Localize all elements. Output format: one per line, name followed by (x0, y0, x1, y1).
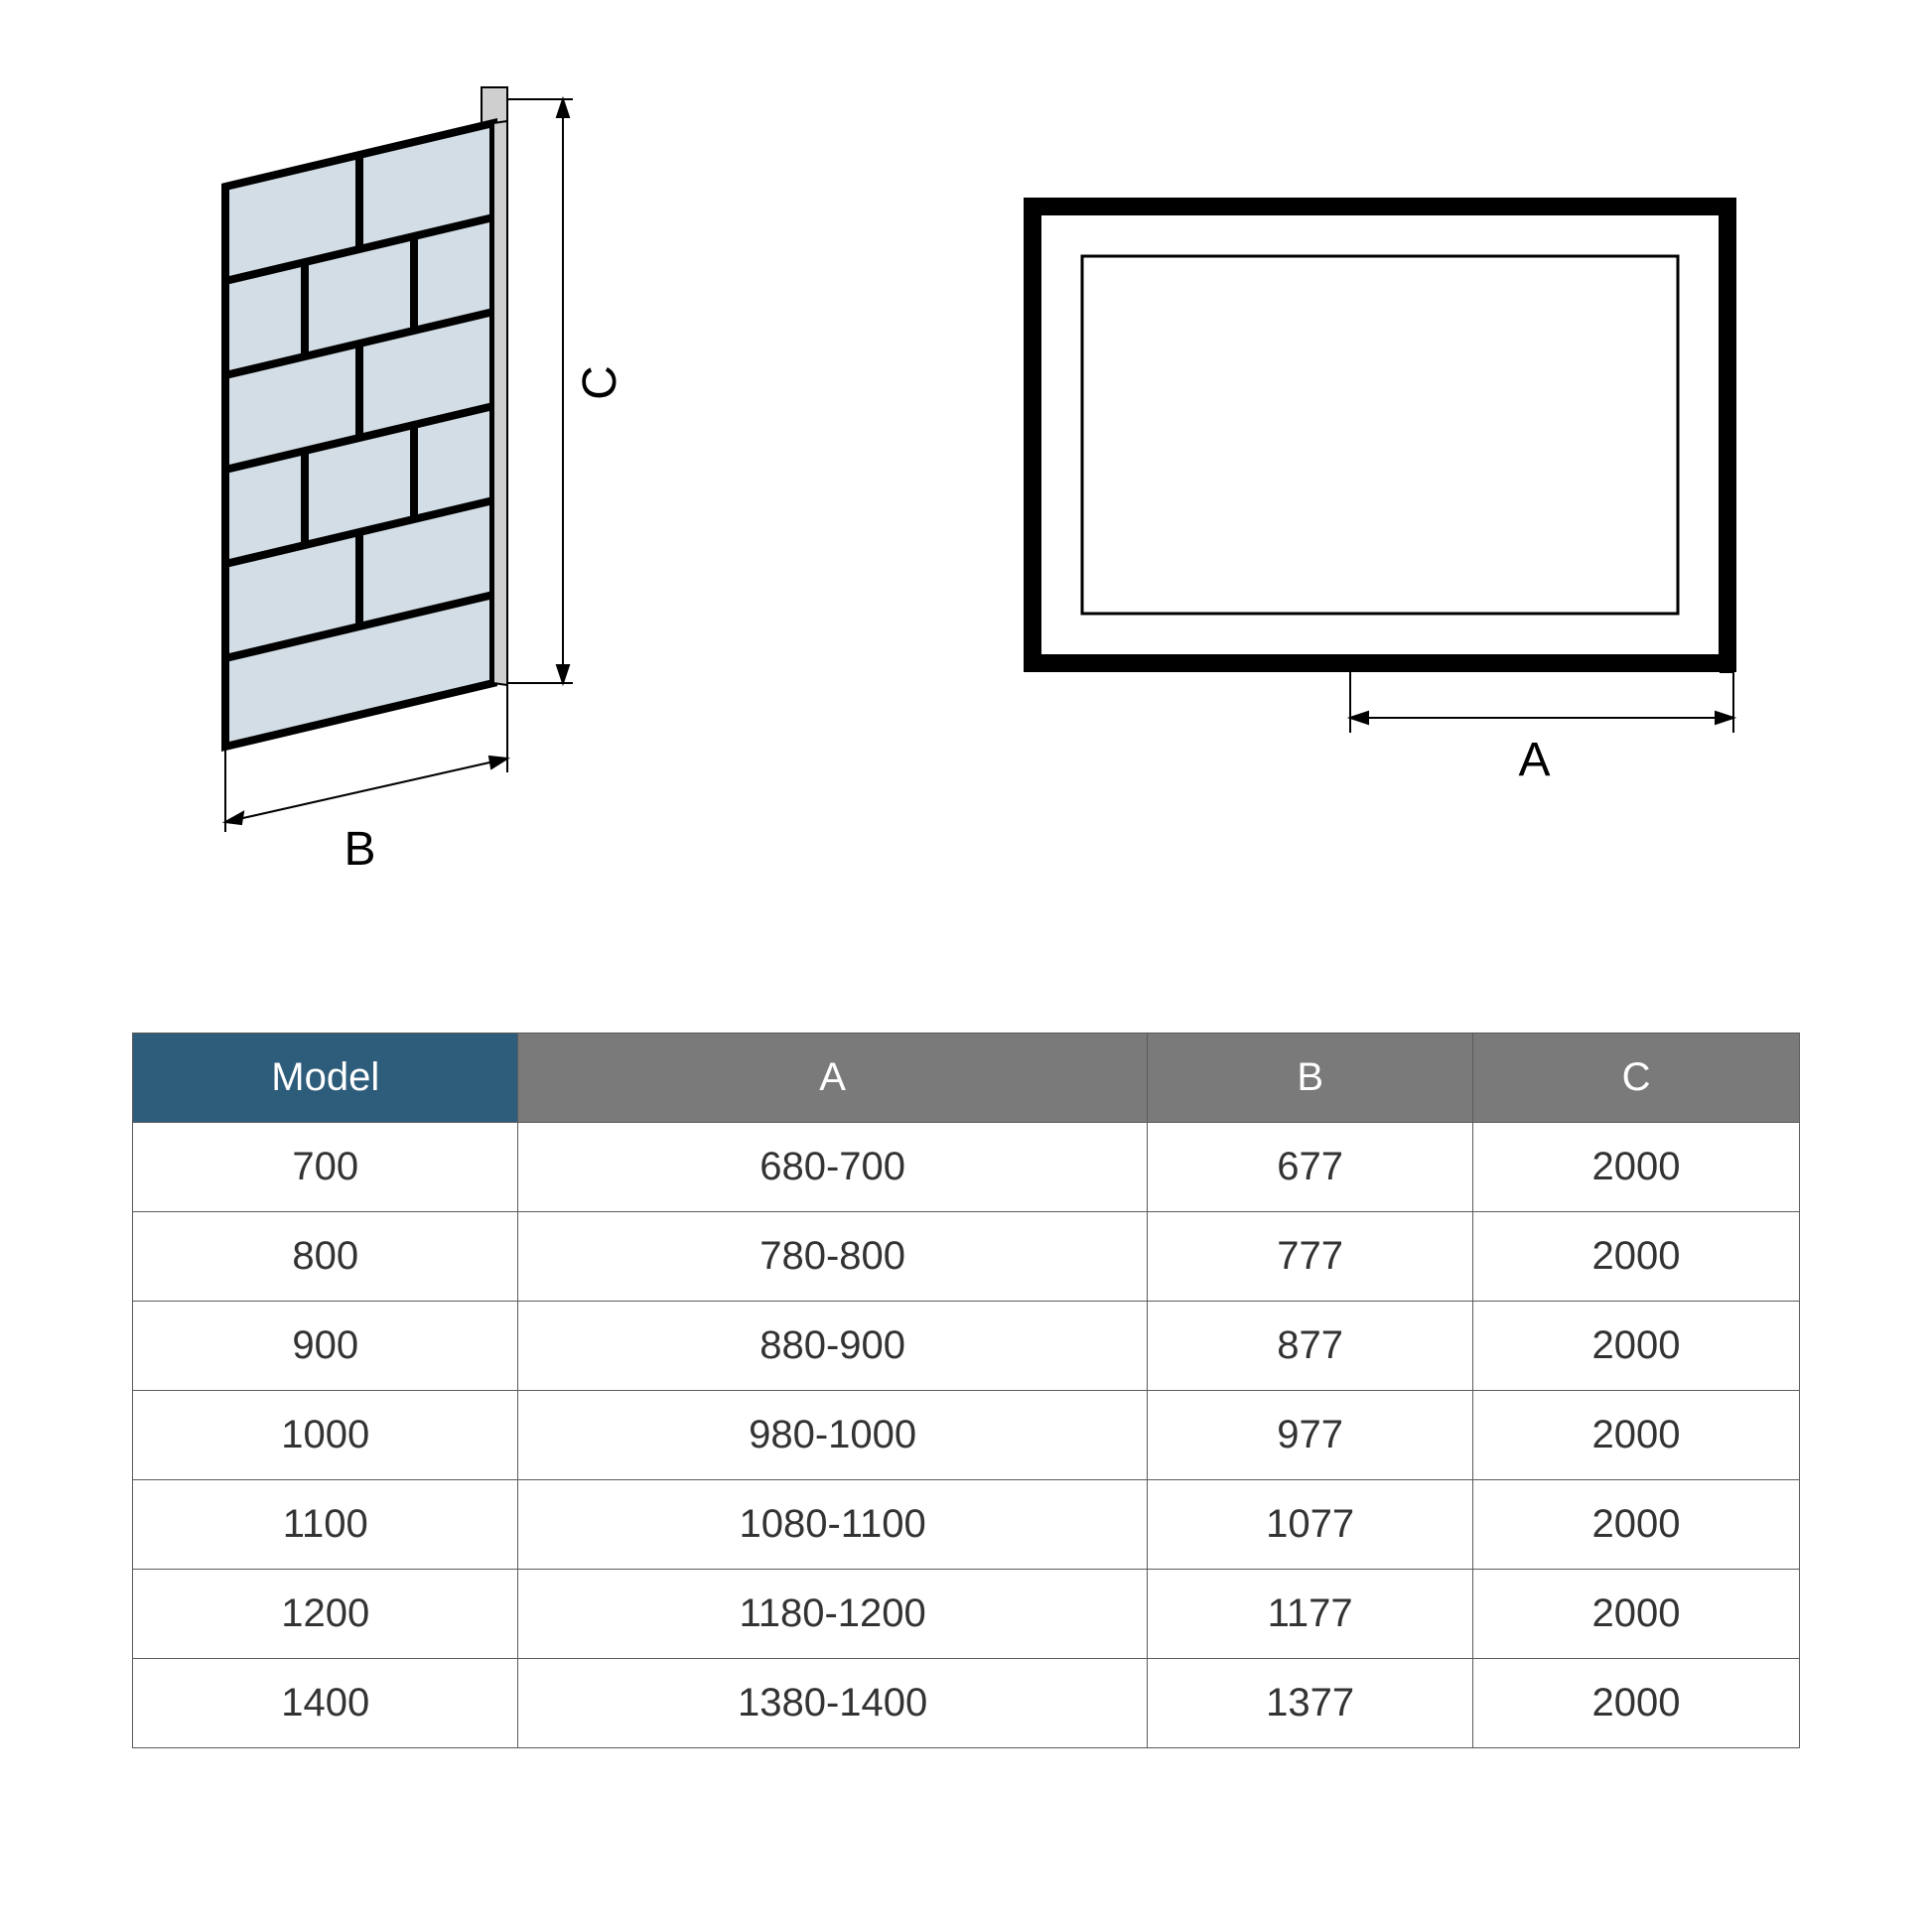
table-row: 14001380-140013772000 (133, 1659, 1799, 1748)
table-cell: 877 (1148, 1302, 1473, 1391)
table-row: 900880-9008772000 (133, 1302, 1799, 1391)
table-cell: 2000 (1473, 1302, 1799, 1391)
table-row: 1000980-10009772000 (133, 1391, 1799, 1480)
table-row: 700680-7006772000 (133, 1123, 1799, 1212)
dimension-label-b: B (345, 822, 376, 877)
table-cell: 1200 (133, 1570, 518, 1659)
table-cell: 1400 (133, 1659, 518, 1748)
table-row: 12001180-120011772000 (133, 1570, 1799, 1659)
panel-isometric-diagram: C B (146, 77, 761, 897)
table-cell: 777 (1148, 1212, 1473, 1302)
table-cell: 1177 (1148, 1570, 1473, 1659)
table-cell: 977 (1148, 1391, 1473, 1480)
dimension-label-a: A (1519, 733, 1551, 787)
table-cell: 1377 (1148, 1659, 1473, 1748)
table-cell: 900 (133, 1302, 518, 1391)
table-cell: 2000 (1473, 1391, 1799, 1480)
table-cell: 1080-1100 (518, 1480, 1148, 1570)
table-cell: 880-900 (518, 1302, 1148, 1391)
table-cell: 2000 (1473, 1659, 1799, 1748)
table-row: 800780-8007772000 (133, 1212, 1799, 1302)
col-header-c: C (1473, 1034, 1799, 1123)
table-cell: 680-700 (518, 1123, 1148, 1212)
table-cell: 1180-1200 (518, 1570, 1148, 1659)
col-header-b: B (1148, 1034, 1473, 1123)
table-cell: 2000 (1473, 1480, 1799, 1570)
table-cell: 2000 (1473, 1212, 1799, 1302)
table-cell: 1000 (133, 1391, 518, 1480)
plan-view-diagram: A (973, 167, 1787, 807)
table-cell: 780-800 (518, 1212, 1148, 1302)
spec-table: Model A B C 700680-7006772000800780-8007… (132, 1033, 1799, 1748)
table-header-row: Model A B C (133, 1034, 1799, 1123)
table-cell: 677 (1148, 1123, 1473, 1212)
table-cell: 1100 (133, 1480, 518, 1570)
col-header-model: Model (133, 1034, 518, 1123)
table-cell: 2000 (1473, 1123, 1799, 1212)
table-cell: 2000 (1473, 1570, 1799, 1659)
col-header-a: A (518, 1034, 1148, 1123)
diagram-area: C B A (40, 40, 1892, 933)
table-cell: 980-1000 (518, 1391, 1148, 1480)
table-cell: 800 (133, 1212, 518, 1302)
dimension-label-c: C (572, 365, 626, 400)
table-cell: 1380-1400 (518, 1659, 1148, 1748)
table-cell: 700 (133, 1123, 518, 1212)
table-row: 11001080-110010772000 (133, 1480, 1799, 1570)
table-cell: 1077 (1148, 1480, 1473, 1570)
